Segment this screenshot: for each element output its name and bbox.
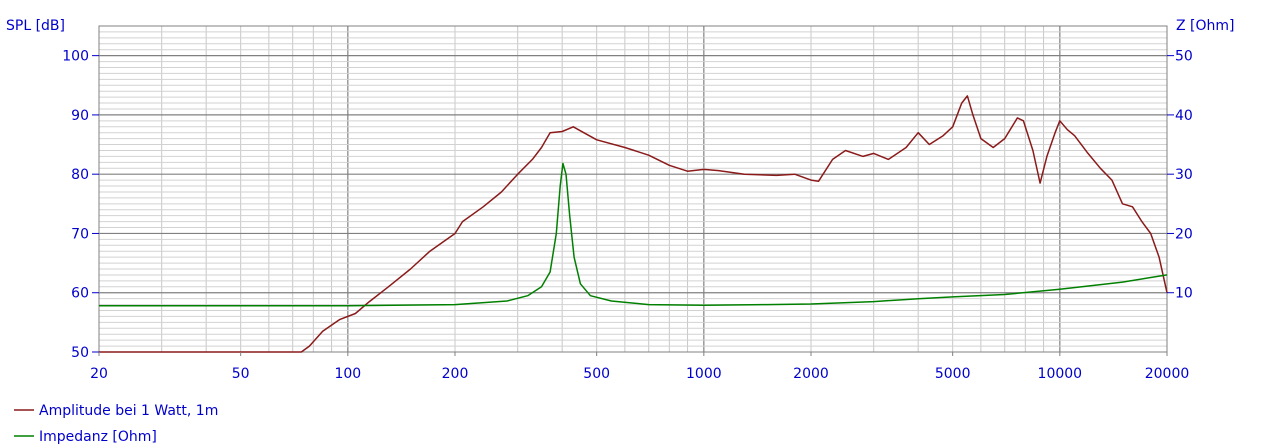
legend-label-amplitude: Amplitude bei 1 Watt, 1m: [39, 403, 218, 419]
x-tick-label: 20: [90, 366, 108, 382]
legend-label-impedance: Impedanz [Ohm]: [39, 429, 157, 445]
left-tick-label: 90: [71, 108, 89, 124]
right-axis-title: Z [Ohm]: [1176, 18, 1235, 34]
x-tick-label: 20000: [1145, 366, 1190, 382]
right-tick-label: 20: [1175, 226, 1193, 242]
legend: Amplitude bei 1 Watt, 1m Impedanz [Ohm]: [14, 403, 218, 445]
left-tick-label: 100: [62, 49, 89, 65]
legend-item-amplitude: Amplitude bei 1 Watt, 1m: [14, 403, 218, 419]
right-tick-label: 10: [1175, 286, 1193, 302]
tick-labels: 20 50 100 200 500 1000 2000 5000 10000 2000050607…: [62, 49, 1193, 382]
x-tick-label: 50: [232, 366, 250, 382]
x-tick-label: 200: [442, 366, 469, 382]
left-tick-label: 70: [71, 226, 89, 242]
right-tick-label: 50: [1175, 49, 1193, 65]
x-tick-label: 2000: [793, 366, 829, 382]
left-tick-label: 80: [71, 167, 89, 183]
left-axis-title: SPL [dB]: [6, 18, 65, 34]
grid: [98, 26, 1168, 352]
x-tick-label: 1000: [686, 366, 722, 382]
series-layer: [99, 95, 1168, 353]
plot-border: [98, 25, 1168, 353]
series-line-amplitude: [99, 95, 1168, 353]
left-tick-label: 60: [71, 286, 89, 302]
right-tick-label: 40: [1175, 108, 1193, 124]
x-tick-label: 5000: [935, 366, 971, 382]
right-tick-label: 30: [1175, 167, 1193, 183]
x-tick-label: 100: [334, 366, 361, 382]
x-tick-label: 500: [583, 366, 610, 382]
legend-item-impedance: Impedanz [Ohm]: [14, 429, 157, 445]
series-line-impedance: [99, 162, 1168, 307]
left-tick-label: 50: [71, 345, 89, 361]
x-tick-label: 10000: [1038, 366, 1083, 382]
